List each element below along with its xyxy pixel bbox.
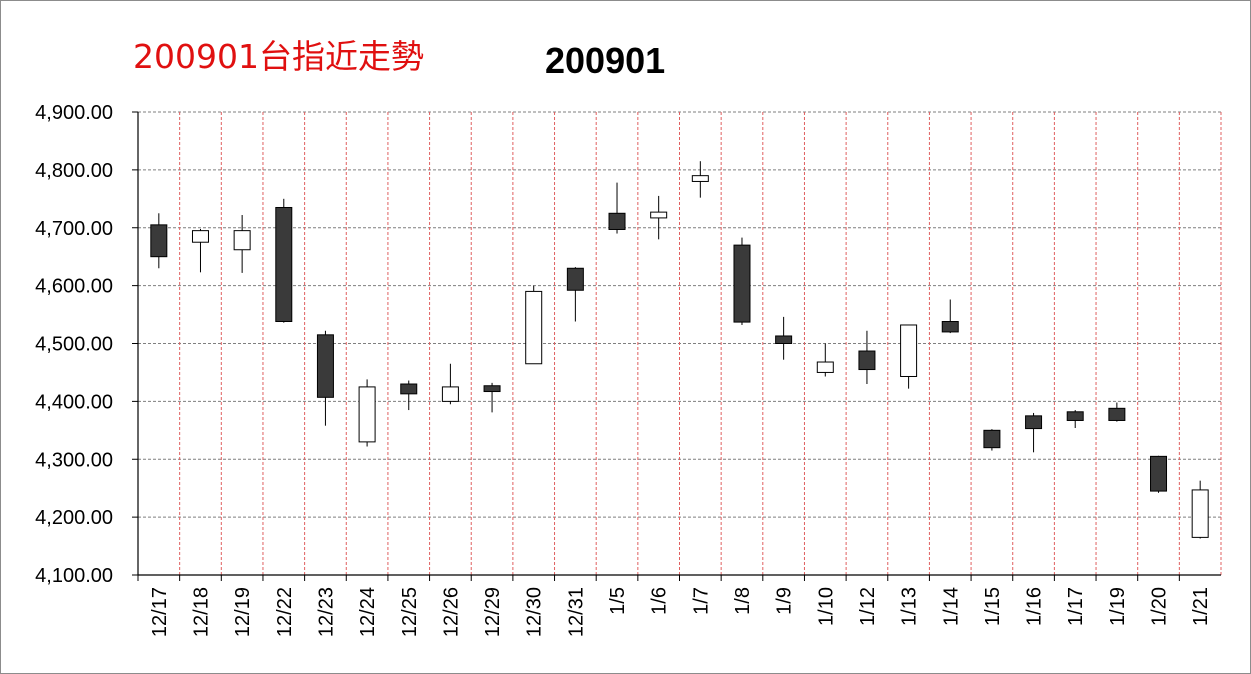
x-tick-label: 12/17 [149, 587, 171, 637]
x-tick-label: 12/26 [440, 587, 462, 637]
candle-body [650, 211, 668, 219]
x-tick-label: 1/9 [774, 587, 796, 615]
candle-body [983, 429, 1001, 449]
y-axis-ticks: 4,100.00 4,200.00 4,300.00 4,400.00 4,500.00… [35, 102, 113, 587]
candle-body [191, 230, 209, 243]
x-tick-label: 12/30 [524, 587, 546, 637]
y-tick-label: 4,500.00 [35, 334, 113, 356]
x-tick-label: 12/31 [565, 587, 587, 637]
candle-body [316, 334, 334, 398]
x-tick-label: 1/7 [690, 587, 712, 615]
x-tick-label: 1/20 [1149, 587, 1171, 626]
x-tick-label: 1/14 [940, 587, 962, 626]
x-tick-label: 12/25 [399, 587, 421, 637]
x-tick-label: 1/12 [857, 587, 879, 626]
x-tick-label: 1/6 [649, 587, 671, 615]
x-tick-label: 1/15 [982, 587, 1004, 626]
x-tick-label: 12/18 [190, 587, 212, 637]
candle-body [733, 244, 751, 323]
candle-body [775, 335, 793, 345]
candle-body [483, 385, 501, 393]
y-tick-label: 4,400.00 [35, 391, 113, 413]
axes [132, 111, 1221, 581]
x-tick-label: 12/22 [274, 587, 296, 637]
candle-body [691, 175, 709, 182]
x-tick-label: 1/19 [1107, 587, 1129, 626]
candle-body [441, 386, 459, 402]
grid [138, 111, 1222, 575]
candle-body [525, 290, 543, 365]
x-tick-label: 12/19 [232, 587, 254, 637]
candle-body [816, 361, 834, 373]
candle-body [900, 324, 918, 377]
y-tick-label: 4,800.00 [35, 160, 113, 182]
y-tick-label: 4,100.00 [35, 565, 113, 587]
candle-body [1191, 489, 1209, 538]
x-tick-label: 12/29 [482, 587, 504, 637]
candle-body [358, 386, 376, 443]
candle-body [566, 267, 584, 291]
y-tick-label: 4,700.00 [35, 218, 113, 240]
candle-body [150, 224, 168, 258]
x-tick-label: 1/8 [732, 587, 754, 615]
x-tick-label: 12/24 [357, 587, 379, 637]
y-tick-label: 4,600.00 [35, 276, 113, 298]
chart-annotation-title: 200901台指近走勢 [133, 37, 424, 76]
y-tick-label: 4,300.00 [35, 449, 113, 471]
candle-body [1066, 411, 1084, 421]
candles [150, 161, 1209, 539]
x-tick-label: 1/21 [1190, 587, 1212, 626]
x-tick-label: 1/5 [607, 587, 629, 615]
y-tick-label: 4,200.00 [35, 507, 113, 529]
candle-body [1025, 415, 1043, 430]
chart-title: 200901 [545, 40, 666, 81]
y-tick-label: 4,900.00 [35, 102, 113, 124]
candle-body [858, 350, 876, 371]
x-axis-ticks: 12/17 12/18 12/19 12/22 12/23 12/24 12/25 12/26… [149, 587, 1212, 637]
x-tick-label: 1/10 [815, 587, 837, 626]
x-tick-label: 1/16 [1024, 587, 1046, 626]
candle-body [1108, 407, 1126, 421]
candle-body [400, 383, 418, 395]
candle-body [1150, 455, 1168, 492]
candle-body [275, 206, 293, 323]
x-tick-label: 12/23 [315, 587, 337, 637]
candle-body [233, 230, 251, 251]
x-tick-label: 1/13 [899, 587, 921, 626]
x-tick-label: 1/17 [1065, 587, 1087, 626]
candle-body [941, 321, 959, 333]
candle-body [608, 212, 626, 230]
